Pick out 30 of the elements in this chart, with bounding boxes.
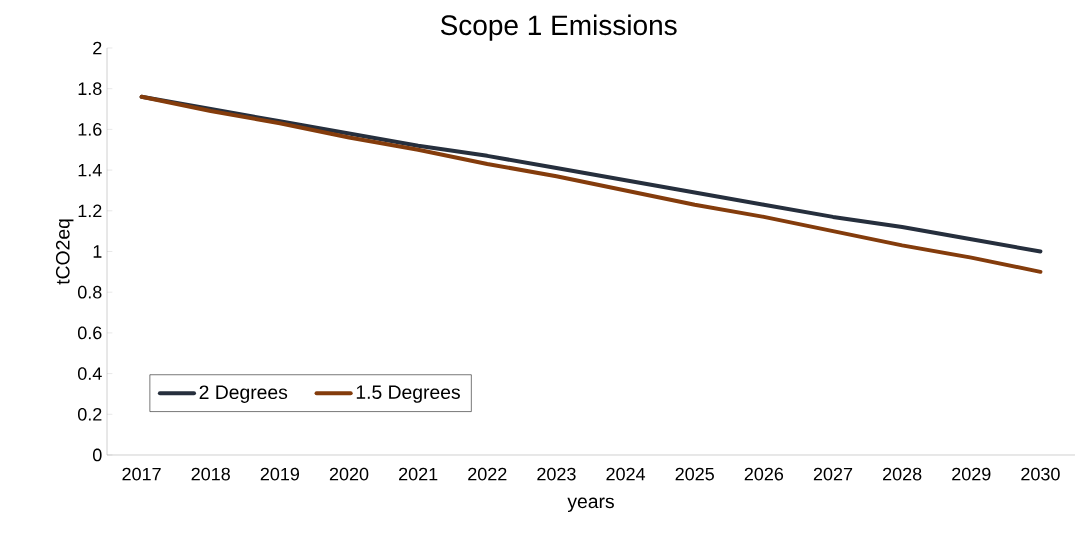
x-tick-label: 2021 — [399, 467, 438, 481]
x-tick-label: 2019 — [260, 467, 300, 481]
x-tick-label: 2026 — [744, 467, 784, 481]
y-tick-label: 0.6 — [77, 326, 102, 340]
x-tick-label: 2025 — [675, 467, 714, 481]
y-tick-label: 1.2 — [78, 204, 102, 218]
y-tick-label: 1.6 — [78, 123, 102, 136]
x-tick-label: 2018 — [191, 467, 230, 481]
legend-label: 1.5 Degrees — [356, 385, 460, 403]
y-tick-label: 1 — [93, 245, 102, 258]
x-tick-label: 2023 — [537, 467, 576, 481]
y-tick-label: 1.8 — [78, 82, 102, 96]
x-tick-label: 2028 — [883, 467, 922, 481]
y-tick-label: 2 — [93, 41, 102, 55]
x-tick-label: 2020 — [329, 467, 369, 481]
y-tick-label: 0.2 — [77, 407, 102, 421]
chart-title: Scope 1 Emissions — [440, 14, 677, 41]
x-tick-label: 2017 — [122, 467, 161, 481]
legend-label: 2 Degrees — [199, 385, 288, 403]
x-axis-title: years — [567, 497, 614, 513]
x-tick-label: 2027 — [813, 467, 853, 481]
x-tick-label: 2022 — [468, 467, 507, 481]
y-tick-label: 1.4 — [78, 163, 102, 177]
y-tick-label: 0 — [93, 448, 102, 462]
y-tick-label: 0.4 — [77, 367, 102, 380]
y-tick-label: 0.8 — [77, 285, 102, 299]
y-axis-title: tCO2eq — [55, 219, 74, 285]
x-tick-label: 2024 — [606, 467, 646, 481]
x-tick-label: 2030 — [1021, 467, 1060, 481]
x-tick-label: 2029 — [952, 467, 991, 481]
